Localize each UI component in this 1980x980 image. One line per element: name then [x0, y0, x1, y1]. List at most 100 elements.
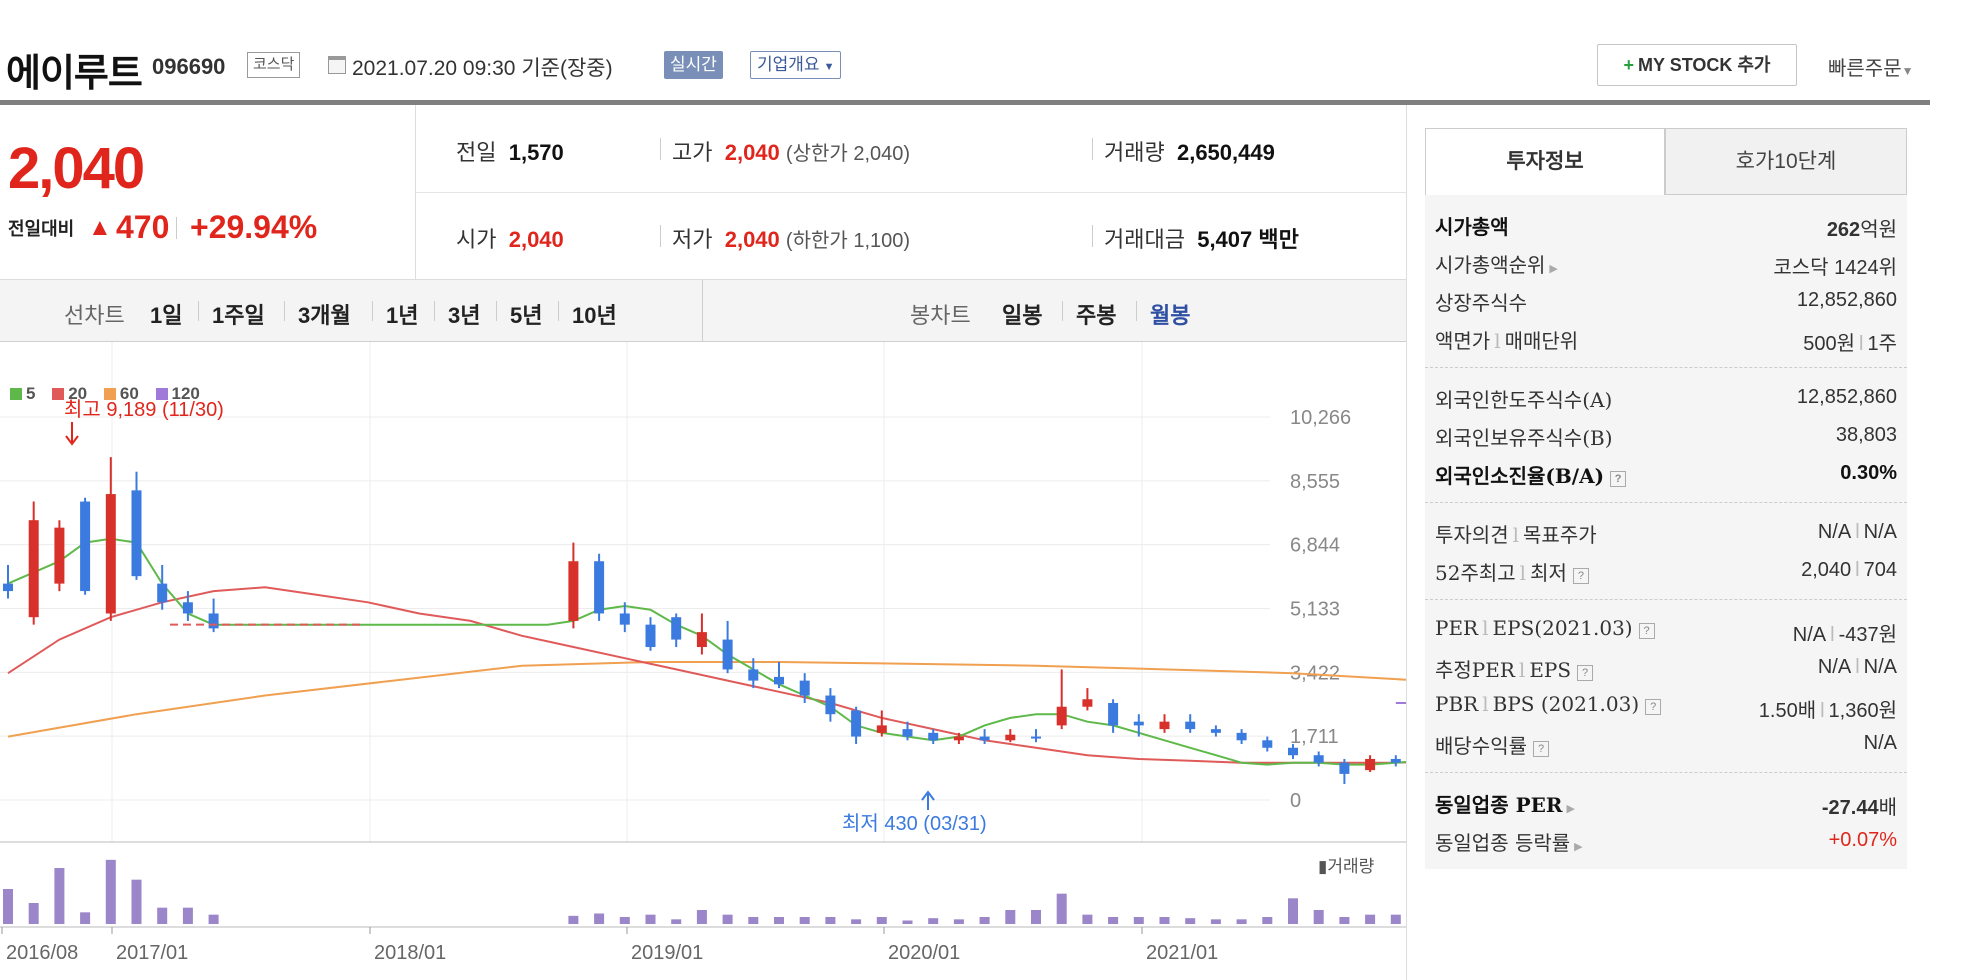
opinion-label: 투자의견 l 목표주가 [1435, 523, 1597, 547]
volume-bar [3, 889, 13, 924]
add-my-stock-button[interactable]: + MY STOCK 추가 [1597, 44, 1797, 86]
foreign-ratio-value: 0.30% [1840, 462, 1897, 484]
add-my-stock-label: MY STOCK 추가 [1638, 55, 1771, 75]
candle-body [1313, 755, 1324, 763]
tab-line-1w[interactable]: 1주일 [212, 303, 265, 328]
bps-value-text: 1,360원 [1828, 700, 1897, 722]
tab-line-1d[interactable]: 1일 [150, 303, 183, 328]
chevron-right-icon: ▶ [1549, 262, 1558, 275]
tab-line-5y[interactable]: 5년 [510, 303, 543, 328]
valuation-section: PER l EPS(2021.03)? N/A l -437원 추정PER l EPS? N/A… [1425, 600, 1907, 773]
quick-order-dropdown[interactable]: 빠른주문▼ [1828, 52, 1914, 81]
volume-bar [1159, 917, 1170, 924]
tab-candle-daily[interactable]: 일봉 [1002, 303, 1043, 328]
high-arrow-head [65, 435, 79, 446]
volume-bar [1365, 914, 1376, 924]
volume-bar [1005, 910, 1016, 924]
pbr-text: PBR [1435, 692, 1479, 716]
candle-body [696, 632, 707, 648]
divider [1092, 138, 1093, 160]
volume-bar [208, 914, 219, 924]
volume: 거래량 2,650,449 [1104, 135, 1275, 167]
tab-line-3y[interactable]: 3년 [448, 303, 481, 328]
candlestick-chart: 10,266 8,555 6,844 5,133 3,422 1,711 0 ▮거래량 2016… [0, 342, 1406, 980]
opinion-section: 투자의견 l 목표주가 N/A l N/A 52주최고 l 최저? 2,040 l 704 [1425, 503, 1907, 600]
volume-bar [1133, 917, 1144, 924]
help-icon[interactable]: ? [1572, 568, 1589, 584]
candle-chart-label: 봉차트 [910, 303, 971, 328]
volume-bar [1031, 910, 1041, 924]
legend-swatch [155, 388, 168, 400]
volume-bar [774, 917, 784, 924]
est-eps-text: EPS [1529, 658, 1572, 682]
trade-amount: 거래대금 5,407 백만 [1104, 222, 1299, 254]
candle-body [1339, 762, 1350, 774]
peer-per-text: 동일업종 PER [1435, 793, 1563, 817]
divider [1062, 301, 1063, 321]
dividend-text: 배당수익률 [1435, 734, 1527, 758]
legend-swatch [103, 388, 116, 400]
volume-bar [80, 912, 91, 924]
volume-bar [1236, 919, 1247, 924]
stock-header: 에이루트 096690 코스닥 2021.07.20 09:30 기준(장중) … [0, 36, 1930, 95]
open-label: 시가 [456, 227, 497, 252]
peer-per-row[interactable]: 동일업종 PER ▶ -27.44배 [1433, 783, 1899, 821]
tab-line-1y[interactable]: 1년 [386, 303, 419, 328]
cap-rank-value: 코스닥 1424위 [1773, 257, 1897, 279]
est-per-label: 추정PER l EPS? [1435, 654, 1594, 683]
help-icon[interactable]: ? [1610, 471, 1627, 487]
opinion-text: 투자의견 [1435, 523, 1509, 547]
help-icon[interactable]: ? [1533, 741, 1549, 757]
help-icon[interactable]: ? [1577, 665, 1594, 681]
dividend-row: 배당수익률? N/A [1433, 724, 1899, 762]
legend-ma20: 20 [52, 384, 87, 403]
cap-rank-label: 시가총액순위 ▶ [1435, 249, 1558, 278]
volume-bar [28, 903, 39, 924]
help-icon[interactable]: ? [1638, 623, 1655, 639]
tab-orderbook-10[interactable]: 호가10단계 [1665, 128, 1907, 195]
help-icon[interactable]: ? [1645, 699, 1662, 715]
x-tick-label: 2017/01 [116, 942, 188, 964]
face-value-row: 액면가 l 매매단위 500원 l 1주 [1433, 319, 1899, 357]
tab-candle-monthly[interactable]: 월봉 [1150, 303, 1191, 328]
candle-body [3, 583, 13, 592]
legend-swatch [52, 388, 65, 400]
opinion-value: N/A l N/A [1817, 521, 1897, 543]
est-per-value-text: N/A [1817, 656, 1852, 678]
foreign-hold-label: 외국인보유주식수(B) [1435, 426, 1613, 450]
tab-line-10y[interactable]: 10년 [572, 303, 617, 328]
y-tick-label: 3,422 [1290, 662, 1340, 684]
foreign-section: 외국인한도주식수(A) 12,852,860 외국인보유주식수(B) 38,803 … [1425, 368, 1907, 503]
high-value: 2,040 [724, 140, 780, 165]
candle-body [825, 695, 836, 715]
volume-bar [54, 868, 65, 924]
realtime-button[interactable]: 실시간 [664, 51, 723, 79]
foreign-ratio-text: 외국인소진율(B/A) [1435, 464, 1605, 488]
price-change: 470 [116, 209, 170, 245]
low-label: 저가 [672, 227, 713, 252]
cap-rank-row[interactable]: 시가총액순위 ▶ 코스닥 1424위 [1433, 243, 1899, 281]
peer-rate-row[interactable]: 동일업종 등락률 ▶ +0.07% [1433, 821, 1899, 859]
panel-divider [1406, 105, 1407, 980]
divider [1136, 301, 1137, 321]
opinion-value-text: N/A [1817, 521, 1852, 543]
candle-body [979, 736, 990, 741]
divider [558, 301, 559, 321]
peer-rate-value: +0.07% [1828, 829, 1897, 851]
y-tick-label: 6,844 [1290, 535, 1340, 557]
tab-line-3m[interactable]: 3개월 [298, 303, 351, 328]
chevron-right-icon: ▶ [1574, 840, 1583, 853]
divider [198, 301, 199, 321]
ma5-line [7, 537, 1406, 766]
volume-bar [748, 917, 759, 924]
legend-swatch [10, 388, 22, 400]
candle-body [1108, 703, 1119, 726]
tab-candle-weekly[interactable]: 주봉 [1076, 303, 1117, 328]
divider [1092, 225, 1093, 247]
peer-per-number: -27.44 [1821, 797, 1879, 819]
volume-value: 2,650,449 [1176, 140, 1275, 165]
company-overview-dropdown[interactable]: 기업개요 ▼ [750, 51, 842, 79]
tab-investment-info[interactable]: 투자정보 [1425, 128, 1665, 195]
candle-body [799, 680, 810, 696]
bps-text: BPS (2021.03) [1492, 692, 1640, 716]
